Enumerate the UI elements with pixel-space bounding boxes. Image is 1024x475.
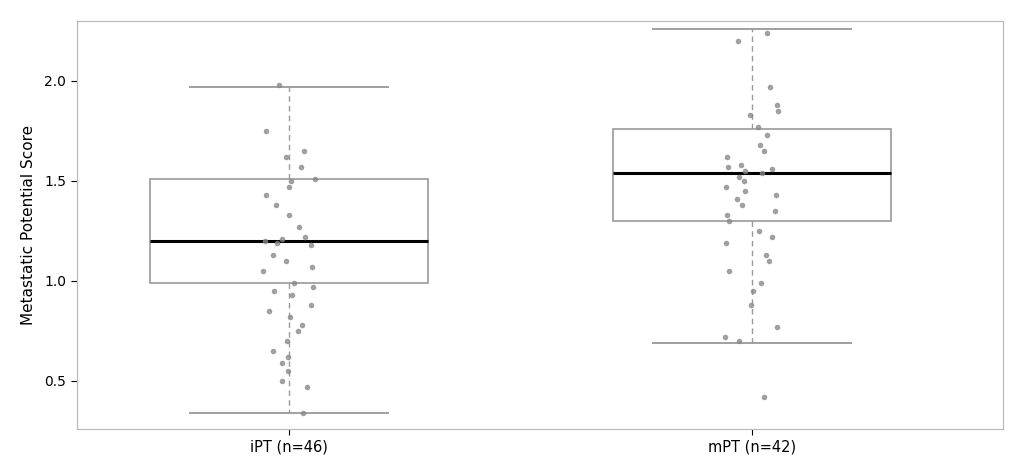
Point (268, 201, 285, 209)
Point (261, 307, 278, 314)
Point (279, 257, 295, 265)
Point (280, 367, 296, 375)
Point (730, 337, 746, 344)
Point (762, 83, 778, 91)
Point (265, 347, 282, 354)
Point (257, 237, 273, 245)
Point (255, 267, 271, 275)
Point (721, 267, 737, 275)
Point (274, 235, 291, 243)
Point (273, 377, 290, 385)
Point (754, 169, 770, 177)
Point (291, 223, 307, 230)
Point (286, 279, 302, 286)
Point (290, 327, 306, 334)
Point (743, 301, 760, 309)
Point (751, 227, 767, 235)
Point (282, 313, 298, 321)
Point (279, 337, 295, 344)
Point (736, 177, 753, 185)
Point (305, 283, 322, 291)
Point (293, 163, 309, 171)
Point (720, 163, 736, 171)
Point (270, 81, 287, 89)
Point (733, 161, 750, 169)
Point (752, 141, 768, 149)
Point (759, 29, 775, 37)
Point (736, 187, 753, 195)
Point (294, 321, 310, 329)
Point (258, 127, 274, 134)
Point (756, 147, 772, 154)
Point (731, 173, 748, 180)
Point (759, 131, 775, 139)
Point (718, 239, 734, 247)
Point (306, 175, 323, 182)
Point (737, 167, 754, 175)
Point (297, 233, 313, 241)
Point (769, 323, 785, 331)
Point (770, 107, 786, 114)
Point (281, 211, 297, 218)
Point (284, 291, 300, 299)
Point (295, 409, 311, 417)
Point (717, 333, 733, 341)
Point (718, 183, 734, 190)
Point (729, 195, 745, 203)
Point (756, 393, 772, 400)
Point (744, 287, 761, 294)
Bar (613, 129, 891, 221)
Point (761, 257, 777, 265)
Point (278, 153, 294, 161)
Point (258, 191, 274, 199)
Point (767, 207, 783, 215)
Point (296, 147, 312, 154)
Point (734, 201, 751, 209)
Point (764, 233, 780, 241)
Point (719, 153, 735, 161)
Point (266, 287, 283, 294)
Point (303, 301, 319, 309)
Point (721, 217, 737, 225)
Point (273, 359, 290, 367)
Point (750, 123, 766, 131)
Point (768, 191, 784, 199)
Point (281, 183, 297, 190)
Y-axis label: Metastatic Potential Score: Metastatic Potential Score (20, 125, 36, 325)
Point (283, 177, 299, 185)
Point (269, 239, 286, 247)
Bar (150, 179, 428, 283)
Point (265, 251, 282, 258)
Point (758, 251, 774, 258)
Point (281, 353, 297, 361)
Point (719, 211, 735, 218)
Point (769, 101, 785, 109)
Point (753, 279, 769, 286)
Point (763, 165, 779, 172)
Point (730, 37, 746, 45)
Point (299, 383, 315, 390)
Point (303, 241, 319, 248)
Point (741, 111, 758, 119)
Point (304, 263, 321, 271)
